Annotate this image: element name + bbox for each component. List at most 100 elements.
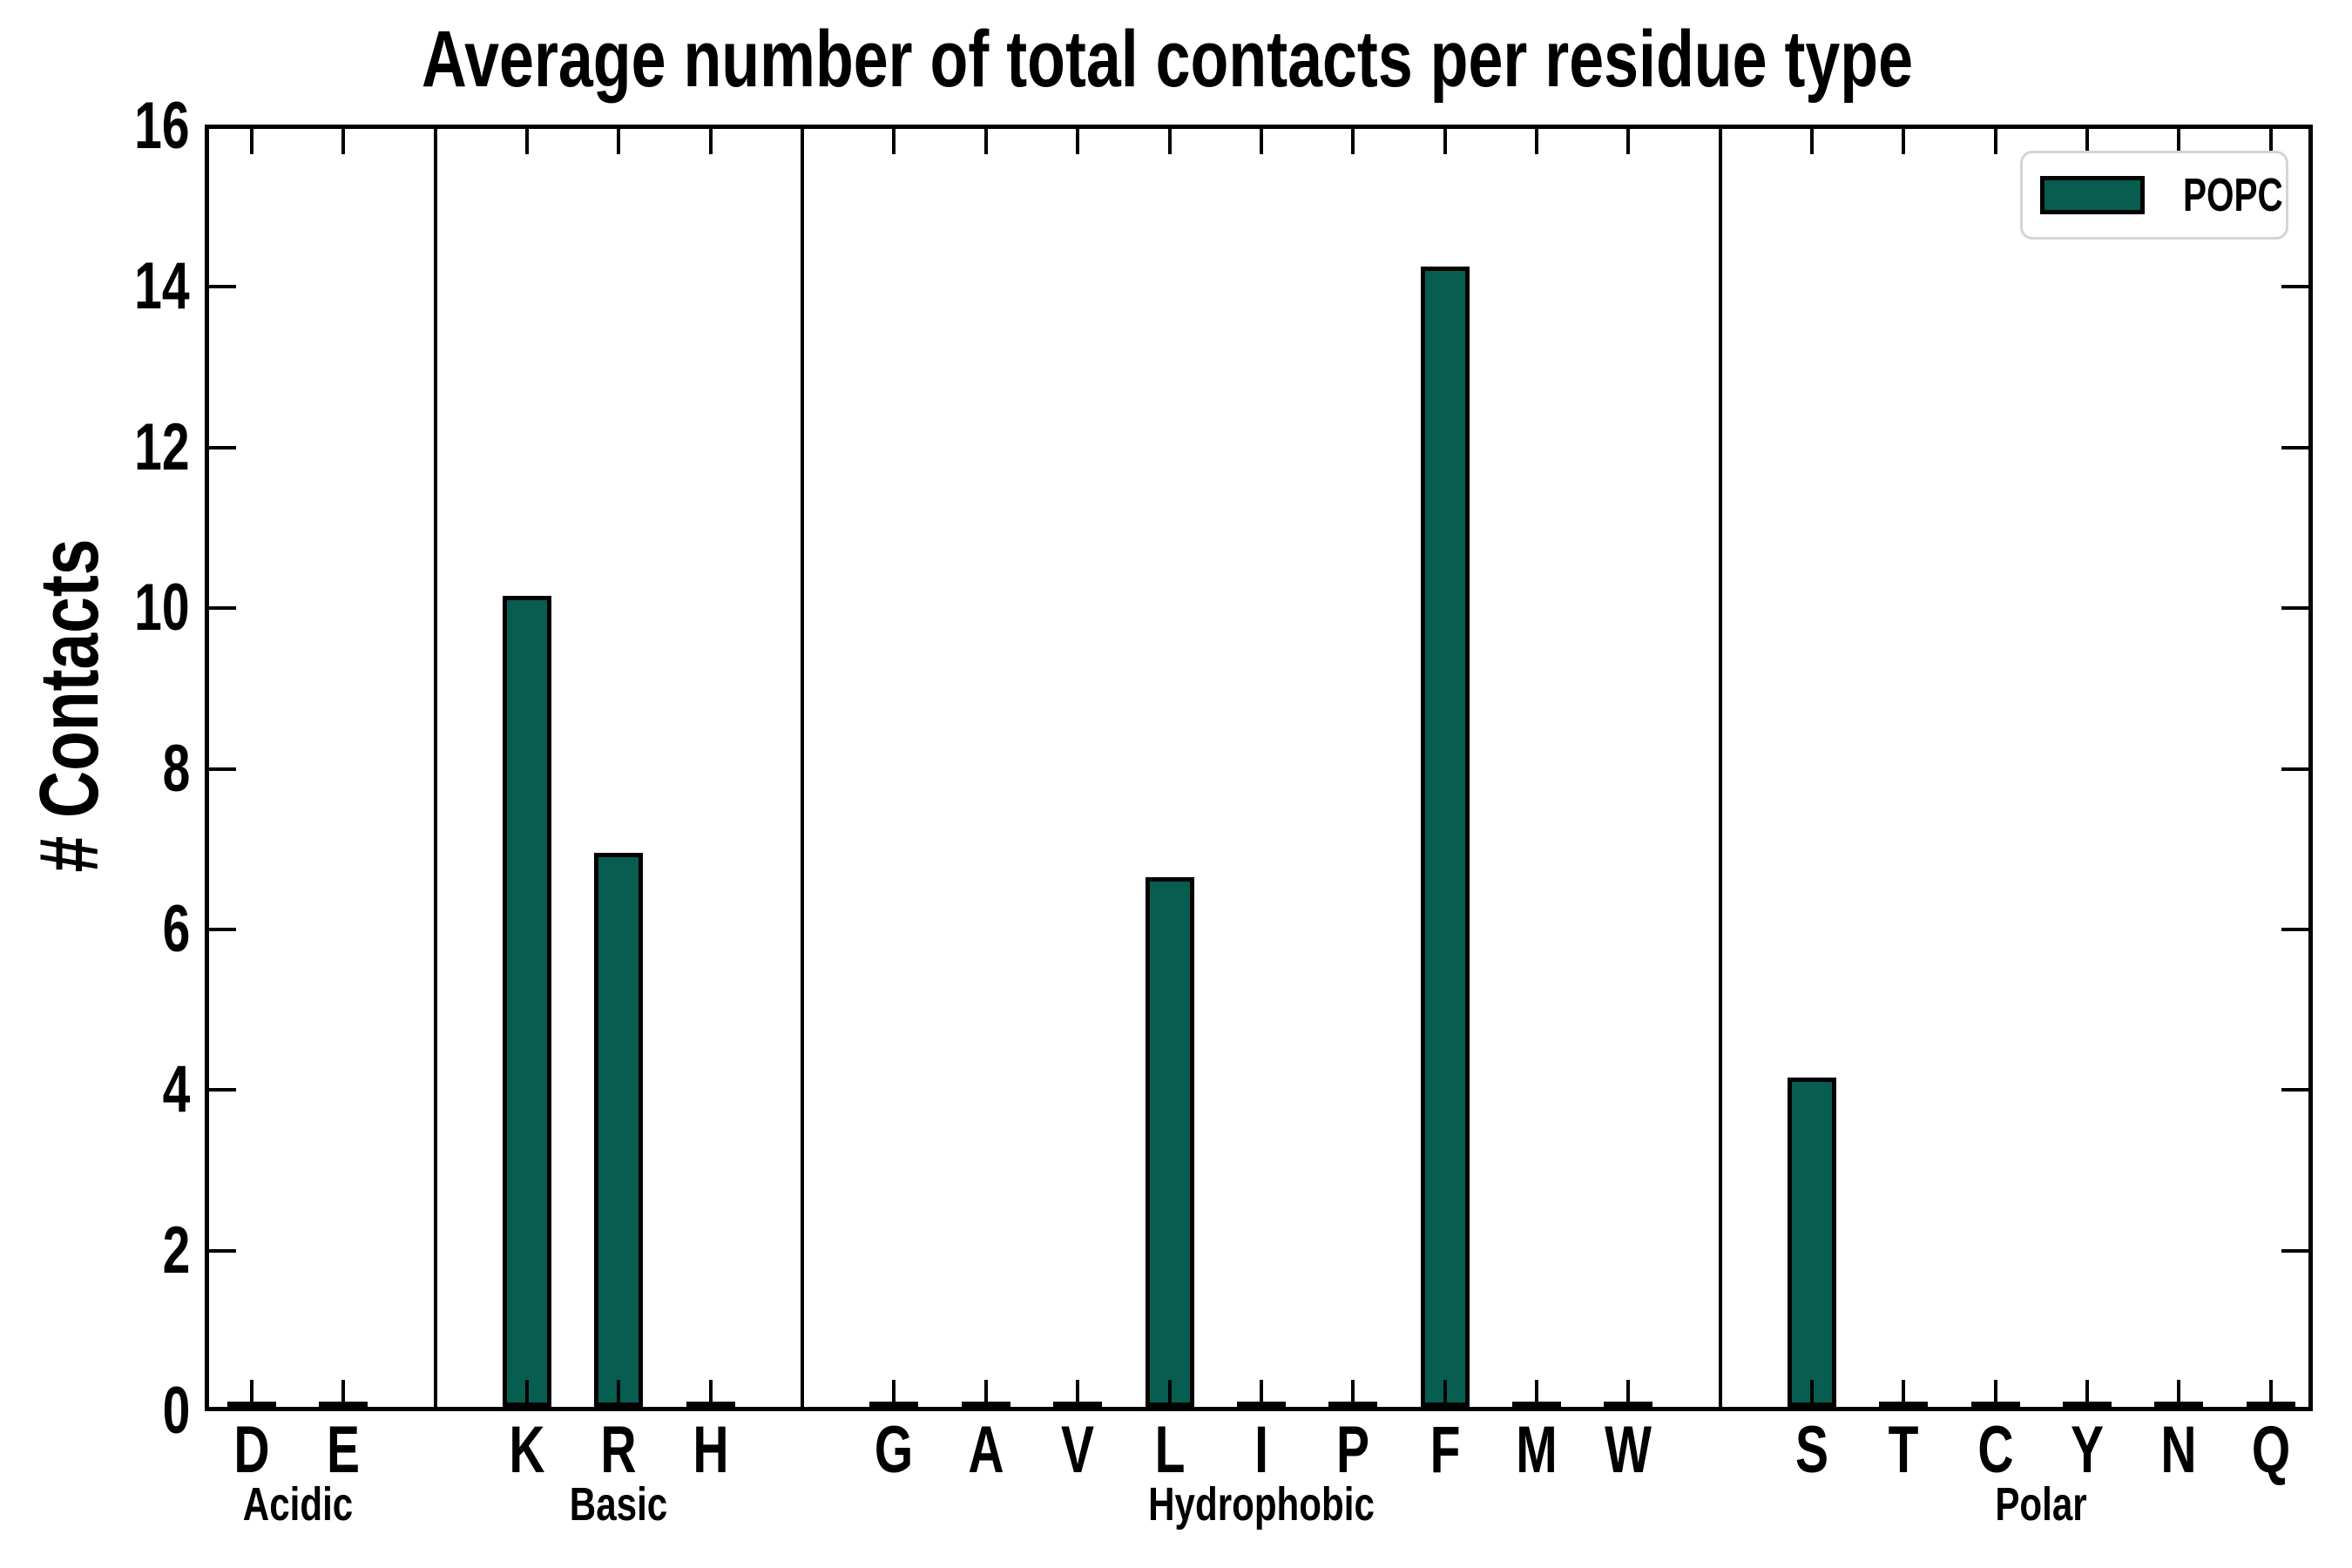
y-tick-right-8 <box>2281 767 2308 771</box>
x-tick-label-L: L <box>1154 1413 1185 1487</box>
group-separator <box>1718 129 1722 1407</box>
x-tick-bottom-K <box>525 1380 530 1407</box>
x-tick-bottom-F <box>1443 1380 1447 1407</box>
x-tick-bottom-T <box>1902 1380 1906 1407</box>
x-tick-top-L <box>1167 129 1172 154</box>
x-tick-label-S: S <box>1794 1413 1828 1487</box>
y-tick-label-2: 2 <box>162 1213 190 1288</box>
y-tick-label-16: 16 <box>134 89 190 163</box>
x-tick-top-S <box>1809 129 1814 154</box>
x-tick-label-R: R <box>600 1413 637 1487</box>
x-tick-bottom-C <box>1993 1380 1997 1407</box>
y-tick-right-10 <box>2281 606 2308 611</box>
x-tick-top-D <box>250 129 253 154</box>
x-tick-top-K <box>525 129 530 154</box>
y-tick-left-10 <box>209 606 236 611</box>
x-tick-label-A: A <box>968 1413 1004 1487</box>
legend-label: POPC <box>2183 169 2283 221</box>
bar-S <box>1787 1078 1836 1407</box>
x-tick-label-V: V <box>1061 1413 1095 1487</box>
chart-title: Average number of total contacts per res… <box>421 15 1914 104</box>
group-separator <box>801 129 805 1407</box>
x-tick-label-M: M <box>1516 1413 1558 1487</box>
plot-area <box>205 125 2313 1411</box>
x-tick-top-N <box>2177 129 2181 154</box>
x-tick-top-Y <box>2085 129 2089 154</box>
x-tick-label-N: N <box>2160 1413 2197 1487</box>
x-tick-label-Y: Y <box>2070 1413 2105 1487</box>
bar-F <box>1420 267 1470 1407</box>
x-tick-top-M <box>1534 129 1538 154</box>
x-tick-top-C <box>1993 129 1997 154</box>
x-tick-label-C: C <box>1977 1413 2014 1487</box>
x-tick-bottom-A <box>983 1380 988 1407</box>
y-tick-label-4: 4 <box>162 1052 190 1127</box>
y-tick-left-2 <box>209 1248 236 1253</box>
x-tick-label-E: E <box>327 1413 361 1487</box>
x-tick-top-R <box>617 129 621 154</box>
group-label-acidic: Acidic <box>242 1478 353 1531</box>
x-tick-top-P <box>1351 129 1355 154</box>
x-tick-bottom-V <box>1076 1380 1080 1407</box>
y-tick-left-4 <box>209 1088 236 1092</box>
y-tick-left-14 <box>209 285 236 289</box>
y-tick-right-12 <box>2281 445 2308 449</box>
x-tick-bottom-L <box>1167 1380 1172 1407</box>
x-tick-top-W <box>1626 129 1631 154</box>
x-tick-bottom-Q <box>2268 1380 2273 1407</box>
x-tick-top-A <box>983 129 988 154</box>
x-tick-label-D: D <box>233 1413 270 1487</box>
x-tick-top-Q <box>2268 129 2273 154</box>
bar-K <box>503 596 552 1407</box>
x-tick-bottom-I <box>1259 1380 1263 1407</box>
x-tick-bottom-H <box>708 1380 713 1407</box>
y-tick-left-12 <box>209 445 236 449</box>
x-tick-bottom-W <box>1626 1380 1631 1407</box>
y-tick-right-2 <box>2281 1248 2308 1253</box>
bar-R <box>594 853 644 1407</box>
x-tick-label-K: K <box>509 1413 545 1487</box>
x-tick-bottom-S <box>1809 1380 1814 1407</box>
y-tick-label-6: 6 <box>162 891 190 966</box>
group-label-basic: Basic <box>570 1478 668 1531</box>
x-tick-top-T <box>1902 129 1906 154</box>
x-tick-top-F <box>1443 129 1447 154</box>
x-tick-top-E <box>341 129 346 154</box>
y-axis-label: # Contacts <box>23 538 116 873</box>
x-tick-label-F: F <box>1429 1413 1460 1487</box>
y-tick-label-8: 8 <box>162 731 190 806</box>
x-tick-label-W: W <box>1605 1413 1652 1487</box>
group-separator <box>433 129 437 1407</box>
x-tick-label-H: H <box>693 1413 729 1487</box>
x-tick-label-T: T <box>1888 1413 1919 1487</box>
y-tick-left-6 <box>209 927 236 931</box>
x-tick-bottom-E <box>341 1380 346 1407</box>
x-tick-label-I: I <box>1254 1413 1268 1487</box>
x-tick-label-P: P <box>1336 1413 1370 1487</box>
x-tick-label-G: G <box>875 1413 914 1487</box>
y-tick-label-0: 0 <box>162 1374 190 1448</box>
group-label-polar: Polar <box>1995 1478 2087 1531</box>
x-tick-bottom-M <box>1534 1380 1538 1407</box>
y-tick-label-14: 14 <box>134 249 190 324</box>
x-tick-bottom-P <box>1351 1380 1355 1407</box>
legend: POPC <box>2020 151 2288 240</box>
x-tick-label-Q: Q <box>2251 1413 2290 1487</box>
x-tick-bottom-Y <box>2085 1380 2089 1407</box>
x-tick-bottom-G <box>892 1380 896 1407</box>
x-tick-bottom-D <box>250 1380 253 1407</box>
group-label-hydrophobic: Hydrophobic <box>1147 1478 1375 1531</box>
x-tick-top-G <box>892 129 896 154</box>
bar-L <box>1145 877 1194 1407</box>
x-tick-top-V <box>1076 129 1080 154</box>
x-tick-top-H <box>708 129 713 154</box>
y-tick-left-8 <box>209 767 236 771</box>
y-tick-right-4 <box>2281 1088 2308 1092</box>
x-tick-top-I <box>1259 129 1263 154</box>
y-tick-label-12: 12 <box>134 409 190 484</box>
y-tick-label-10: 10 <box>134 571 190 645</box>
x-tick-bottom-N <box>2177 1380 2181 1407</box>
y-tick-right-6 <box>2281 927 2308 931</box>
x-tick-bottom-R <box>617 1380 621 1407</box>
legend-swatch-popc <box>2040 176 2145 214</box>
